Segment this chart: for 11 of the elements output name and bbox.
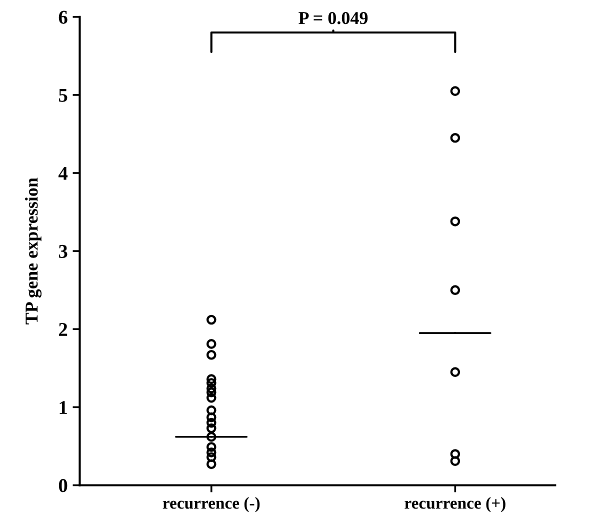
y-tick-label: 1	[60, 401, 67, 414]
x-tick-label: recurrence (-)	[162, 497, 260, 512]
x-tick-label: recurrence (+)	[404, 497, 506, 512]
annotation: P = 0.049	[298, 12, 368, 24]
y-axis-title: TP gene expression	[25, 178, 42, 324]
y-tick-label: 6	[58, 10, 68, 24]
y-tick-label: 4	[58, 166, 68, 180]
y-tick-label: 0	[58, 479, 68, 492]
y-tick-label: 2	[59, 322, 68, 336]
y-tick-label: 5	[58, 88, 68, 102]
y-tick-label: 3	[58, 244, 68, 258]
